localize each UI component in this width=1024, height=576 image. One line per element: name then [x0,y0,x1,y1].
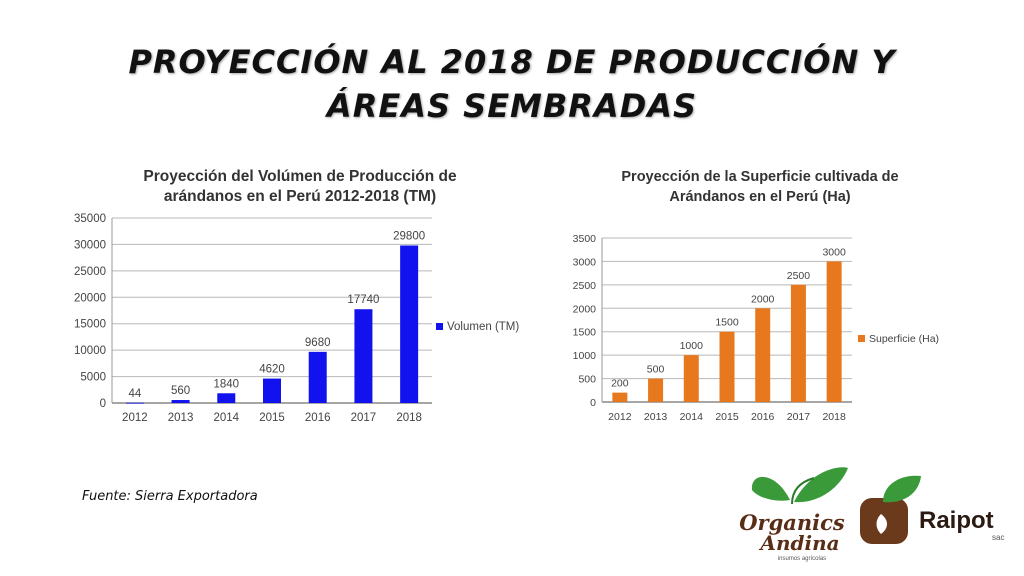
data-label: 1000 [680,340,704,352]
bar [755,308,771,402]
data-label: 2500 [787,270,811,282]
slide-title-line2: ÁREAS SEMBRADAS [326,87,698,125]
source-note: Fuente: Sierra Exportadora [82,489,258,504]
bar [217,393,236,403]
y-tick-label: 500 [578,374,596,386]
raipot-logo: Raipot sac [860,475,1004,544]
production-volume-chart: Proyección del Volúmen de Producción de … [60,165,540,430]
y-tick-label: 2000 [573,303,597,315]
organics-tagline: insumos agrícolas [778,556,826,562]
chart-title-line1: Proyección de la Superficie cultivada de [621,169,899,185]
y-tick-label: 10000 [74,345,106,357]
y-tick-label: 1500 [573,327,597,339]
y-tick-label: 35000 [74,213,106,225]
data-label: 560 [171,385,190,397]
chart-title-line2: arándanos en el Perú 2012-2018 (TM) [163,188,437,205]
bar [400,245,419,403]
bar [790,284,806,402]
data-label: 1500 [715,317,739,329]
y-tick-label: 25000 [74,266,106,278]
bar [719,331,735,402]
raipot-suffix: sac [992,533,1004,542]
chart-title: Proyección del Volúmen de Producción de … [60,167,540,207]
bar [612,392,628,402]
data-label: 3000 [822,246,846,258]
y-tick-label: 20000 [74,292,106,304]
x-tick-label: 2012 [122,412,148,424]
leaf-icon [883,475,921,503]
cultivated-area-chart: Proyección de la Superficie cultivada de… [560,165,960,430]
y-tick-label: 0 [590,397,596,409]
data-label: 200 [611,378,629,390]
x-tick-label: 2012 [608,411,632,423]
x-tick-label: 2018 [822,411,846,423]
x-tick-label: 2017 [351,412,377,424]
data-label: 2000 [751,293,775,305]
y-tick-label: 15000 [74,319,106,331]
data-label: 17740 [347,294,379,306]
bar [826,261,842,402]
bar [354,309,373,403]
x-tick-label: 2015 [715,411,739,423]
slide-title-line1: PROYECCIÓN AL 2018 DE PRODUCCIÓN Y [128,43,896,81]
chart-title-line2: Arándanos en el Perú (Ha) [669,189,851,205]
x-tick-label: 2016 [305,412,331,424]
y-tick-label: 2500 [573,280,597,292]
bar [125,402,144,404]
legend-swatch [858,335,865,342]
andina-word: Andina [758,531,839,555]
data-label: 4620 [259,364,285,376]
x-tick-label: 2015 [259,412,285,424]
production-volume-plot: 0 5000 10000 15000 20000 25000 30000 35000 44 201… [74,213,519,424]
organics-andina-logo: Organics Andina insumos agrícolas [739,467,848,562]
bar [308,351,327,403]
bar [648,378,664,402]
x-tick-label: 2018 [396,412,422,424]
bar [683,355,699,402]
x-tick-label: 2014 [680,411,704,423]
data-label: 1840 [213,378,239,390]
legend-label: Volumen (TM) [447,321,519,333]
data-label: 29800 [393,230,425,242]
bar [171,400,190,403]
data-label: 44 [128,388,141,400]
bar [263,378,281,403]
chart-title-line1: Proyección del Volúmen de Producción de [143,168,457,185]
data-label: 500 [647,364,665,376]
data-label: 9680 [305,337,331,349]
x-tick-label: 2013 [168,412,194,424]
x-tick-label: 2016 [751,411,775,423]
slide-title: PROYECCIÓN AL 2018 DE PRODUCCIÓN Y ÁREAS… [0,40,1024,128]
legend-label: Superficie (Ha) [869,333,939,345]
x-tick-label: 2014 [213,412,239,424]
x-tick-label: 2017 [787,411,811,423]
y-tick-label: 3500 [573,233,597,245]
raipot-word: Raipot [919,507,994,534]
cultivated-area-plot: 0 500 1000 1500 2000 2500 3000 3500 200 2012 500 20… [573,233,939,423]
organics-word: Organics [739,510,845,535]
y-tick-label: 5000 [80,372,106,384]
leaf-icon [794,467,848,503]
chart-title: Proyección de la Superficie cultivada de… [560,167,960,207]
x-tick-label: 2013 [644,411,668,423]
leaf-icon [751,476,790,501]
y-tick-label: 0 [100,398,106,410]
y-tick-label: 30000 [74,239,106,251]
y-tick-label: 3000 [573,256,597,268]
y-tick-label: 1000 [573,350,597,362]
legend-swatch [436,323,443,330]
